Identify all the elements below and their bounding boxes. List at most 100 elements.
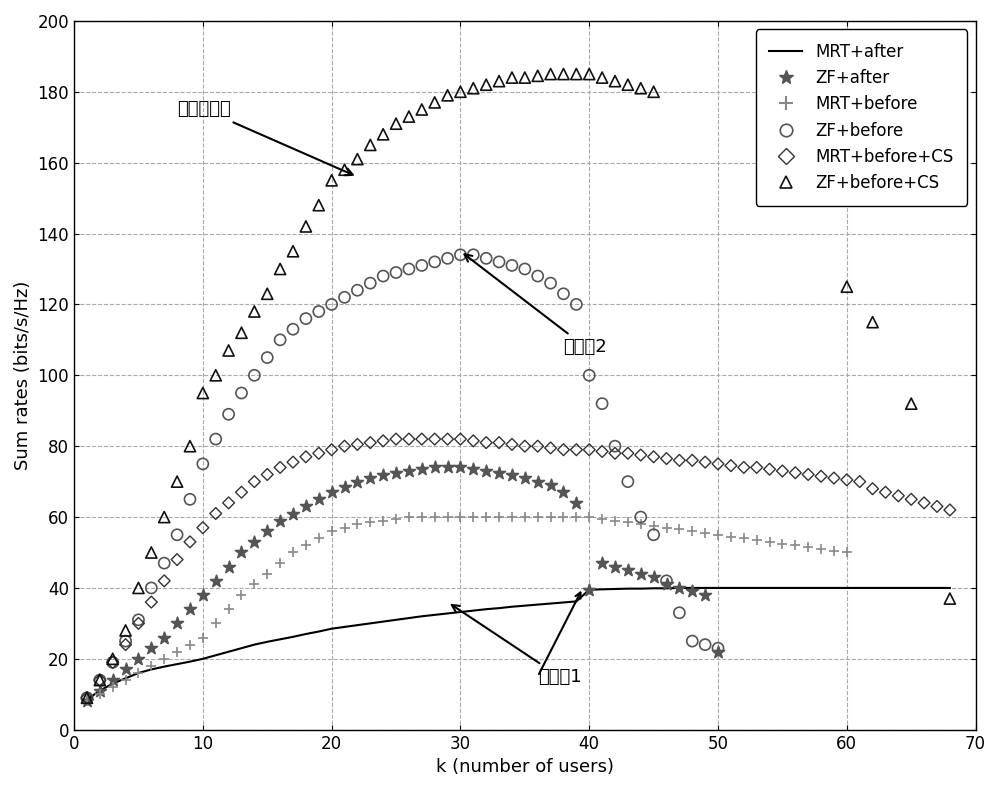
MRT+before	[620, 516, 636, 529]
ZF+before	[337, 291, 353, 303]
ZF+before+CS	[285, 245, 301, 258]
ZF+after	[156, 631, 172, 644]
MRT+before	[723, 530, 739, 543]
MRT+before+CS	[568, 443, 584, 456]
MRT+before	[607, 514, 623, 527]
MRT+before+CS	[491, 436, 507, 449]
MRT+before+CS	[195, 521, 211, 534]
ZF+before+CS	[594, 71, 610, 84]
ZF+before	[169, 529, 185, 541]
ZF+before	[92, 674, 108, 687]
ZF+before	[530, 269, 546, 282]
MRT+before	[272, 557, 288, 570]
MRT+before+CS	[633, 449, 649, 461]
MRT+before	[813, 543, 829, 555]
ZF+after	[633, 567, 649, 580]
MRT+before	[646, 520, 662, 532]
MRT+before	[246, 578, 262, 591]
ZF+after	[659, 578, 675, 591]
ZF+before+CS	[79, 691, 95, 704]
ZF+before	[233, 386, 249, 399]
MRT+before	[337, 521, 353, 534]
ZF+before+CS	[259, 288, 275, 300]
ZF+before	[594, 397, 610, 410]
MRT+before	[697, 527, 713, 540]
ZF+before	[246, 369, 262, 382]
ZF+before+CS	[555, 68, 571, 81]
ZF+before+CS	[105, 653, 121, 665]
MRT+before	[221, 603, 237, 615]
ZF+before+CS	[839, 280, 855, 293]
ZF+after	[195, 589, 211, 601]
MRT+before+CS	[813, 470, 829, 483]
MRT+before+CS	[504, 438, 520, 451]
MRT+before+CS	[169, 553, 185, 566]
ZF+after	[543, 479, 559, 491]
ZF+before+CS	[633, 82, 649, 95]
ZF+before+CS	[942, 592, 958, 605]
MRT+before+CS	[787, 466, 803, 479]
ZF+before+CS	[427, 96, 443, 109]
ZF+after	[517, 472, 533, 484]
ZF+after	[233, 546, 249, 559]
MRT+before+CS	[543, 442, 559, 454]
MRT+before+CS	[671, 454, 687, 467]
MRT+before+CS	[246, 476, 262, 488]
ZF+after	[311, 493, 327, 506]
ZF+after	[79, 695, 95, 708]
MRT+before	[233, 589, 249, 601]
MRT+before	[762, 536, 778, 548]
ZF+after	[362, 472, 378, 484]
ZF+before	[607, 440, 623, 453]
ZF+before	[105, 656, 121, 668]
ZF+after	[118, 663, 134, 675]
ZF+before	[710, 641, 726, 654]
MRT+before	[478, 510, 494, 523]
MRT+before+CS	[697, 456, 713, 468]
X-axis label: k (number of users): k (number of users)	[436, 758, 614, 776]
ZF+after	[105, 674, 121, 687]
MRT+before	[800, 541, 816, 554]
MRT+before	[452, 510, 468, 523]
Line: MRT+after: MRT+after	[87, 588, 950, 700]
MRT+before+CS	[233, 486, 249, 498]
ZF+before	[414, 259, 430, 272]
Legend: MRT+after, ZF+after, MRT+before, ZF+before, MRT+before+CS, ZF+before+CS: MRT+after, ZF+after, MRT+before, ZF+befo…	[756, 29, 967, 205]
MRT+before	[491, 510, 507, 523]
MRT+before	[787, 539, 803, 551]
ZF+after	[465, 463, 481, 476]
ZF+before+CS	[169, 476, 185, 488]
ZF+after	[555, 486, 571, 498]
MRT+before	[633, 517, 649, 530]
MRT+before+CS	[916, 497, 932, 510]
ZF+before	[646, 529, 662, 541]
MRT+before+CS	[272, 461, 288, 474]
ZF+after	[607, 560, 623, 573]
MRT+before	[143, 660, 159, 672]
MRT+before	[427, 510, 443, 523]
ZF+before	[517, 262, 533, 275]
MRT+before+CS	[826, 472, 842, 484]
ZF+before	[375, 269, 391, 282]
ZF+before+CS	[530, 70, 546, 82]
ZF+before	[143, 581, 159, 594]
ZF+before+CS	[478, 78, 494, 91]
ZF+after	[324, 486, 340, 498]
ZF+before	[452, 249, 468, 261]
ZF+before	[182, 493, 198, 506]
MRT+before	[259, 567, 275, 580]
ZF+before+CS	[298, 220, 314, 233]
ZF+after	[697, 589, 713, 601]
MRT+before+CS	[349, 438, 365, 451]
ZF+after	[427, 461, 443, 474]
MRT+before	[118, 674, 134, 687]
ZF+before+CS	[903, 397, 919, 410]
ZF+before+CS	[337, 164, 353, 176]
ZF+before+CS	[130, 581, 146, 594]
MRT+before+CS	[388, 433, 404, 446]
MRT+before	[504, 510, 520, 523]
MRT+before	[774, 537, 790, 550]
ZF+before	[633, 510, 649, 523]
ZF+after	[182, 603, 198, 615]
ZF+after	[285, 507, 301, 520]
